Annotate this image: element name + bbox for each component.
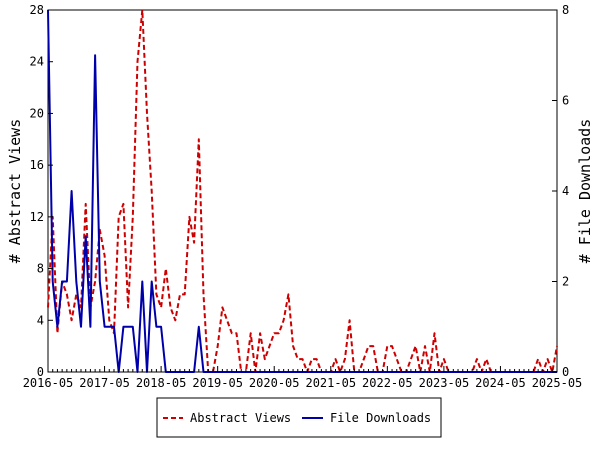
right-tick-label: 4 bbox=[562, 184, 569, 198]
left-tick-label: 8 bbox=[37, 262, 44, 276]
x-tick-label: 2021-05 bbox=[305, 376, 356, 390]
left-tick-label: 24 bbox=[30, 55, 44, 69]
series-abstract-views-line bbox=[47, 9, 558, 373]
left-tick-label: 4 bbox=[37, 313, 44, 327]
left-axis-title: # Abstract Views bbox=[6, 119, 24, 264]
series-lines bbox=[47, 9, 558, 373]
x-tick-label: 2017-05 bbox=[79, 376, 130, 390]
left-axis-ticks: 0 4 8 12 16 20 24 28 bbox=[30, 3, 53, 379]
plot-frame bbox=[47, 9, 558, 373]
x-tick-label: 2020-05 bbox=[249, 376, 300, 390]
x-tick-label: 2018-05 bbox=[136, 376, 187, 390]
x-tick-label: 2022-05 bbox=[362, 376, 413, 390]
series-file-downloads-line bbox=[47, 9, 557, 373]
x-tick-label: 2019-05 bbox=[192, 376, 243, 390]
right-tick-label: 6 bbox=[562, 94, 569, 108]
legend-box bbox=[156, 397, 442, 438]
legend-label: File Downloads bbox=[330, 411, 431, 425]
left-tick-label: 0 bbox=[37, 365, 44, 379]
legend-label: Abstract Views bbox=[190, 411, 291, 425]
right-axis-ticks: 0 2 4 6 8 bbox=[552, 3, 569, 379]
left-tick-label: 16 bbox=[30, 158, 44, 172]
right-axis-title: # File Downloads bbox=[576, 119, 594, 264]
right-tick-label: 0 bbox=[562, 365, 569, 379]
x-tick-label: 2024-05 bbox=[475, 376, 526, 390]
left-tick-label: 20 bbox=[30, 106, 44, 120]
legend: Abstract Views File Downloads bbox=[156, 397, 442, 438]
x-tick-label: 2023-05 bbox=[419, 376, 470, 390]
x-tick-label: 2025-05 bbox=[532, 376, 583, 390]
x-axis-ticks: 2016-05 2017-05 2018-05 2019-05 2020-05 2021-… bbox=[23, 366, 583, 390]
x-tick-label: 2016-05 bbox=[23, 376, 74, 390]
right-tick-label: 8 bbox=[562, 3, 569, 17]
plot-area-border bbox=[47, 9, 558, 373]
right-tick-label: 2 bbox=[562, 275, 569, 289]
left-tick-label: 28 bbox=[30, 3, 44, 17]
left-tick-label: 12 bbox=[30, 210, 44, 224]
